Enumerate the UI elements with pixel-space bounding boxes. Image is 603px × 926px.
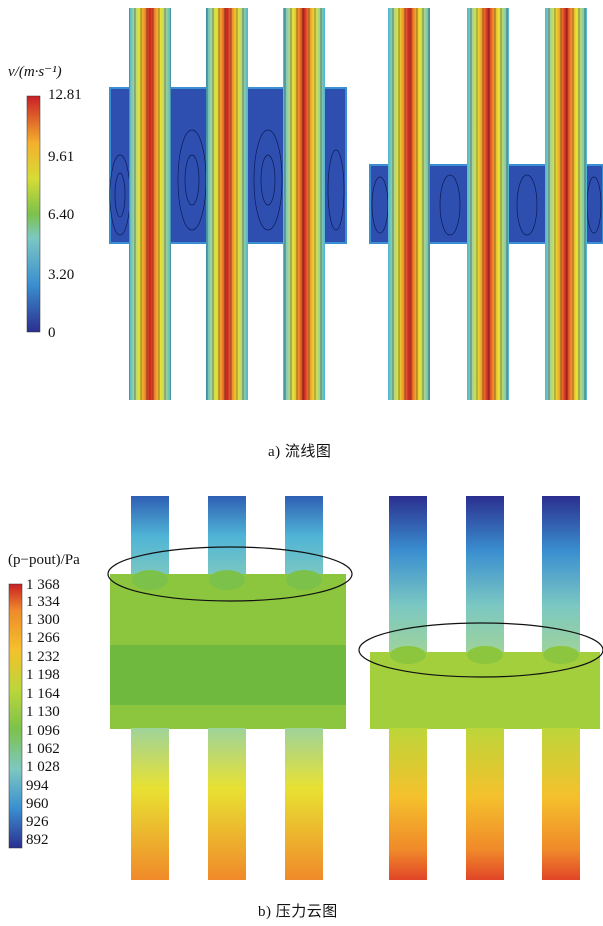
colorbar-b-tick: 1 164 [26,686,60,702]
colorbar-b-tick: 1 028 [26,759,60,775]
pressure-right [370,496,600,880]
tubes-left-a [129,8,325,400]
colorbar-a-unit: v/(m·s⁻¹) [8,64,62,80]
pressure-figure [8,496,603,880]
colorbar-b-tick: 960 [26,796,49,812]
highlight-ellipse-left [107,546,353,602]
colorbar-a-tick: 3.20 [48,267,75,283]
colorbar-a [26,95,41,333]
caption-a: a) 流线图 [268,444,332,460]
colorbar-b-tick: 1 266 [26,630,60,646]
colorbar-a-tick: 12.81 [48,87,82,103]
colorbar-b-tick: 1 198 [26,667,60,683]
colorbar-a-tick: 9.61 [48,149,75,165]
colorbar-b-tick: 1 232 [26,649,60,665]
colorbar-b-tick: 892 [26,832,49,848]
colorbar-b-tick: 1 130 [26,704,60,720]
colorbar-b-tick: 994 [26,778,49,794]
colorbar-b-tick: 1 334 [26,594,60,610]
pressure-left [110,496,346,880]
colorbar-a-tick: 0 [48,325,56,341]
caption-b: b) 压力云图 [258,904,338,920]
colorbar-b-tick: 1 368 [26,577,60,593]
colorbar-b-tick: 1 300 [26,612,60,628]
colorbar-b [8,583,23,849]
tubes-right-a [388,8,587,400]
colorbar-b-unit: (p−pout)/Pa [8,552,80,568]
highlight-ellipse-right [358,622,603,678]
colorbar-b-tick: 926 [26,814,49,830]
colorbar-b-tick: 1 062 [26,741,60,757]
colorbar-a-tick: 6.40 [48,207,75,223]
streamline-figure [26,8,603,400]
colorbar-b-tick: 1 096 [26,723,60,739]
